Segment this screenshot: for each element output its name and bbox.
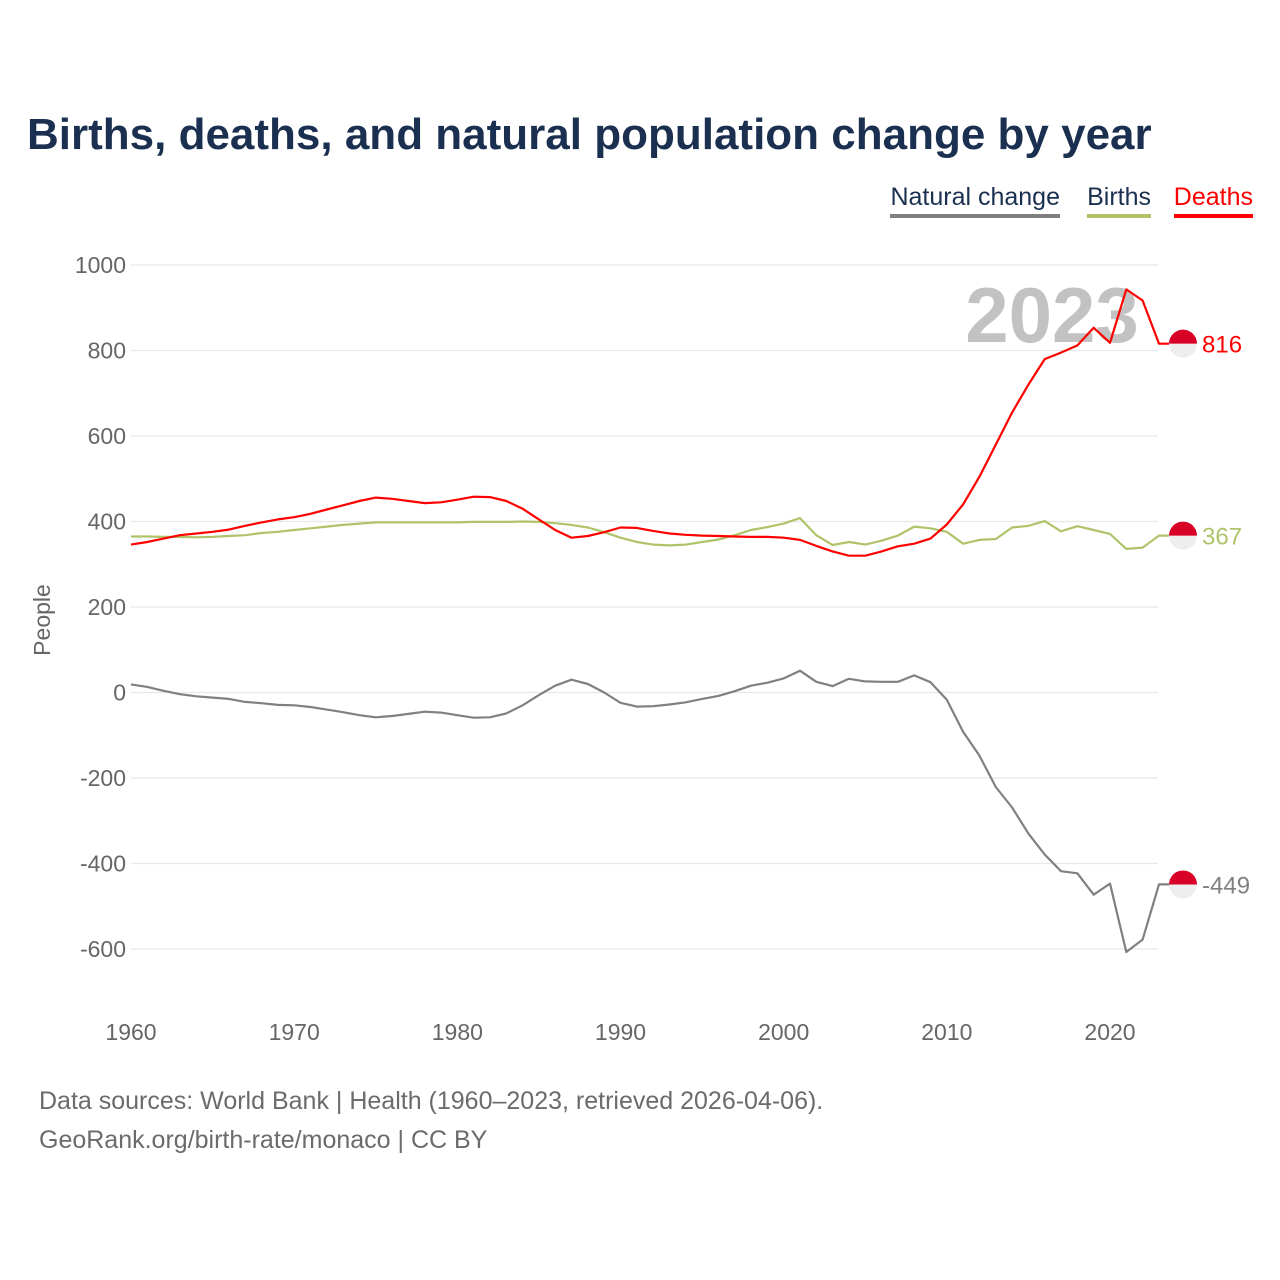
end-value-label: -449 — [1202, 872, 1250, 899]
x-tick-label: 2020 — [1084, 1019, 1135, 1045]
x-tick-label: 1990 — [595, 1019, 646, 1045]
footer-credit[interactable]: GeoRank.org/birth-rate/monaco | CC BY — [39, 1126, 488, 1154]
x-tick-label: 1980 — [432, 1019, 483, 1045]
legend-births[interactable]: Births — [1087, 183, 1151, 218]
end-marker-flag-top — [1169, 329, 1197, 344]
end-marker-flag-top — [1169, 870, 1197, 885]
y-tick-label: 800 — [88, 338, 126, 364]
end-value-label: 816 — [1202, 332, 1242, 359]
end-value-label: 367 — [1202, 524, 1242, 551]
x-tick-label: 1960 — [105, 1019, 156, 1045]
x-tick-label: 2010 — [921, 1019, 972, 1045]
year-watermark: 2023 — [965, 271, 1139, 359]
y-tick-label: -600 — [80, 936, 126, 962]
y-tick-label: 400 — [88, 509, 126, 535]
series-line-natural-change — [130, 669, 1170, 954]
footer-sources: Data sources: World Bank | Health (1960–… — [39, 1087, 824, 1115]
series-line-deaths — [130, 288, 1170, 557]
legend-deaths[interactable]: Deaths — [1173, 183, 1253, 218]
y-tick-label: 0 — [113, 680, 126, 706]
x-tick-label: 2000 — [758, 1019, 809, 1045]
series-line-births — [131, 516, 1170, 551]
y-tick-label: 200 — [88, 594, 126, 620]
legend-natural-change[interactable]: Natural change — [890, 183, 1060, 218]
x-tick-label: 1970 — [269, 1019, 320, 1045]
chart-title: Births, deaths, and natural population c… — [27, 110, 1152, 159]
y-tick-label: -200 — [80, 765, 126, 791]
y-tick-label: 1000 — [75, 252, 126, 278]
y-axis-label: People — [29, 584, 55, 656]
y-tick-label: -400 — [80, 851, 126, 877]
end-marker-flag-top — [1169, 521, 1197, 536]
y-tick-label: 600 — [88, 423, 126, 449]
